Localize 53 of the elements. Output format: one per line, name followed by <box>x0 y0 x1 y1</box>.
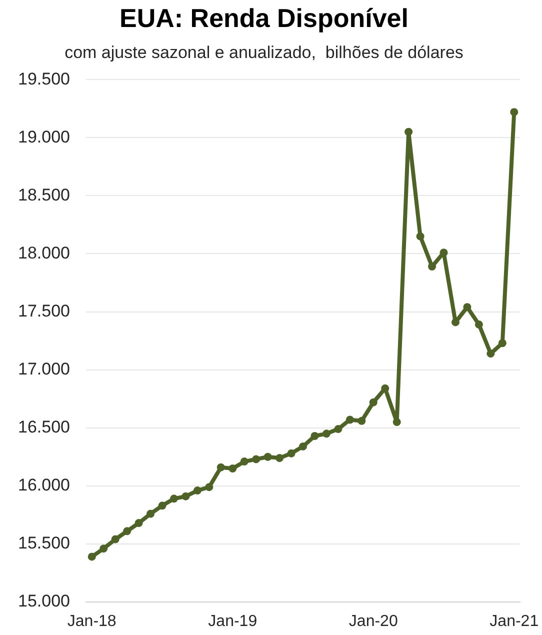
point <box>498 339 506 348</box>
y-tick-label: 17.000 <box>18 360 70 379</box>
y-tick-label: 16.000 <box>18 476 70 495</box>
point <box>510 108 518 116</box>
point <box>252 455 260 464</box>
point <box>146 510 155 518</box>
point <box>205 483 214 492</box>
point <box>216 463 225 472</box>
point <box>88 552 96 561</box>
point <box>299 442 307 450</box>
point <box>416 232 424 240</box>
point <box>228 464 237 472</box>
y-tick-label: 18.500 <box>18 185 70 204</box>
y-tick-label: 16.500 <box>18 418 70 437</box>
point <box>182 492 190 500</box>
y-tick-label: 18.000 <box>18 243 70 262</box>
point <box>381 384 390 392</box>
y-tick-label: 19.500 <box>18 69 70 88</box>
x-tick-label: Jan-20 <box>348 613 398 630</box>
point <box>440 248 448 257</box>
point <box>369 398 378 406</box>
point <box>158 502 166 510</box>
y-tick-label: 15.500 <box>18 534 70 553</box>
point <box>240 458 248 466</box>
point <box>134 519 143 528</box>
chart-title: EUA: Renda Disponível <box>120 2 408 33</box>
point <box>322 430 330 438</box>
point <box>100 544 108 553</box>
point <box>123 527 132 536</box>
point <box>287 449 296 458</box>
chart-subtitle: com ajuste sazonal e anualizado, bilhões de dólares <box>64 43 464 62</box>
x-tick-label: Jan-19 <box>208 613 258 630</box>
point <box>334 425 342 434</box>
point <box>170 494 178 503</box>
point <box>276 454 284 462</box>
point <box>310 432 319 440</box>
point <box>451 318 460 326</box>
point <box>486 350 495 358</box>
point <box>392 418 401 426</box>
point <box>474 320 483 329</box>
x-tick-label: Jan-18 <box>67 613 116 630</box>
point <box>264 452 272 461</box>
point <box>428 262 436 271</box>
point <box>404 128 413 136</box>
point <box>358 416 366 425</box>
point <box>463 303 472 312</box>
point <box>193 486 202 495</box>
y-tick-label: 15.000 <box>18 592 70 611</box>
y-tick-label: 19.000 <box>18 127 70 146</box>
point <box>346 416 354 424</box>
point <box>111 535 120 544</box>
y-tick-label: 17.500 <box>18 301 70 320</box>
x-tick-label: Jan-21 <box>490 613 539 630</box>
